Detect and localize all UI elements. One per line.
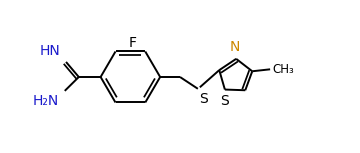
Text: CH₃: CH₃ [272,63,294,76]
Text: S: S [199,92,208,106]
Text: H₂N: H₂N [32,94,59,108]
Text: F: F [129,36,136,50]
Text: N: N [230,40,240,54]
Text: HN: HN [39,44,60,58]
Text: S: S [221,94,229,108]
